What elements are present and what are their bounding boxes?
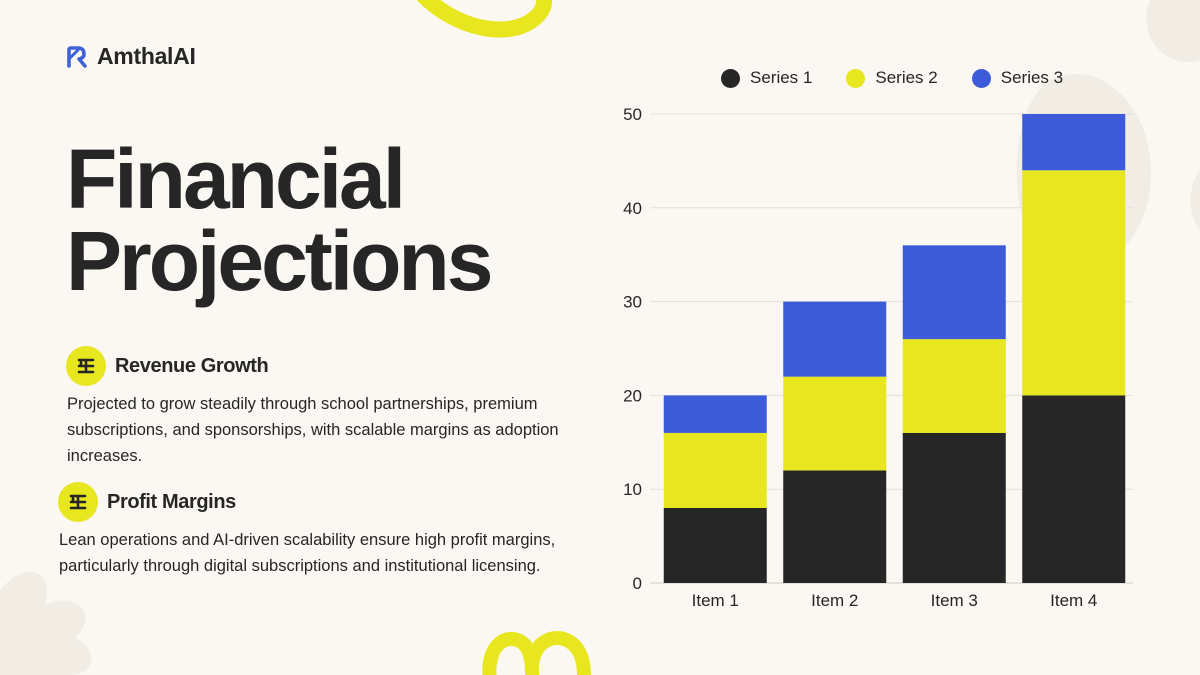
- stylized-r-logo-icon: [67, 45, 87, 68]
- section-title-revenue-growth: Revenue Growth: [115, 354, 269, 377]
- bar-segment-series-2: [902, 339, 1006, 433]
- bar-segment-series-2: [783, 376, 887, 471]
- desc-line: subscriptions, and sponsorships, with sc…: [67, 421, 559, 439]
- brand: AmthalAI: [66, 43, 196, 70]
- legend-item-series-2: Series 2: [846, 68, 938, 88]
- legend-swatch: [971, 68, 991, 88]
- decorative-squiggle-bottom: [482, 631, 591, 675]
- page-title: Financial Projections: [66, 132, 493, 308]
- desc-line: Lean operations and AI-driven scalabilit…: [59, 531, 556, 549]
- decorative-squiggle-top: [416, 0, 552, 38]
- bar-segment-series-2: [663, 432, 767, 508]
- section-desc-profit-margins: Lean operations and AI-driven scalabilit…: [59, 527, 555, 579]
- bar-segment-series-1: [1022, 395, 1126, 583]
- legend-label: Series 3: [1000, 68, 1064, 87]
- page-title-line-1: Financial: [66, 132, 406, 226]
- bar-segment-series-3: [902, 245, 1006, 340]
- brand-name: AmthalAI: [97, 43, 196, 69]
- x-tick-label: Item 4: [1050, 591, 1097, 610]
- x-tick-label: Item 3: [931, 591, 978, 610]
- section-revenue-growth: Revenue Growth: [66, 346, 269, 386]
- x-tick-label: Item 2: [811, 591, 858, 610]
- y-tick-label: 30: [623, 293, 642, 312]
- section-title-profit-margins: Profit Margins: [107, 490, 236, 513]
- bar-segment-series-3: [663, 395, 767, 433]
- equalizer-glyph-icon: [58, 482, 98, 522]
- legend-label: Series 1: [750, 68, 813, 87]
- page-title-line-2: Projections: [66, 214, 493, 308]
- y-tick-label: 20: [623, 386, 642, 405]
- y-tick-label: 0: [633, 574, 642, 593]
- bar-segment-series-1: [663, 507, 767, 583]
- section-desc-revenue-growth: Projected to grow steadily through schoo…: [67, 391, 559, 469]
- y-tick-label: 50: [623, 105, 642, 124]
- bar-segment-series-3: [783, 301, 887, 377]
- equalizer-glyph-icon: [66, 346, 106, 386]
- y-tick-label: 40: [623, 199, 642, 218]
- legend-swatch: [846, 68, 866, 88]
- x-tick-label: Item 1: [692, 591, 739, 610]
- desc-line: Projected to grow steadily through schoo…: [67, 395, 538, 413]
- legend-label: Series 2: [875, 68, 938, 87]
- decorative-flower-bottom-left: [0, 571, 92, 675]
- bar-segment-series-1: [902, 432, 1006, 583]
- section-profit-margins: Profit Margins: [58, 482, 236, 522]
- bar-segment-series-2: [1022, 170, 1126, 396]
- y-tick-label: 10: [623, 480, 642, 499]
- legend-swatch: [721, 68, 740, 88]
- desc-line: particularly through digital subscriptio…: [59, 557, 541, 575]
- legend-item-series-1: Series 1: [721, 68, 812, 88]
- legend-item-series-3: Series 3: [971, 68, 1064, 88]
- bar-segment-series-3: [1022, 114, 1126, 171]
- desc-line: increases.: [67, 447, 143, 465]
- bar-segment-series-1: [783, 470, 887, 583]
- chart-legend: Series 1 Series 2 Series 3: [721, 68, 1063, 88]
